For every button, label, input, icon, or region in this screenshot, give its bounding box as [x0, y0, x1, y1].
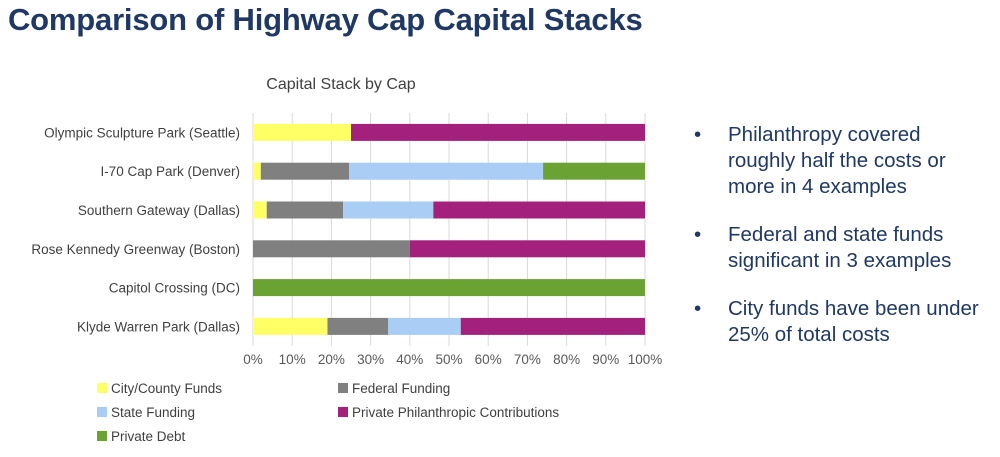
chart-legend: City/County Funds Federal Funding State Fu…: [97, 381, 559, 444]
chart-x-tick-labels: 0% 10% 20% 30% 40% 50% 60% 70% 80% 90% 100%: [243, 352, 662, 367]
legend-label: City/County Funds: [111, 381, 222, 396]
bullet-icon: •: [694, 297, 702, 320]
bullet-icon: •: [694, 123, 702, 146]
chart-title: Capital Stack by Cap: [266, 76, 416, 93]
category-label: Olympic Sculpture Park (Seattle): [44, 125, 240, 140]
category-label: Rose Kennedy Greenway (Boston): [31, 242, 240, 257]
finding-item: • Federal and state funds significant in …: [692, 222, 992, 274]
x-tick-label: 70%: [514, 352, 541, 367]
bar-segment: [543, 162, 645, 180]
finding-text: Federal and state funds significant in 3…: [728, 223, 952, 272]
x-tick-label: 80%: [553, 352, 580, 367]
bar-segment: [433, 201, 645, 219]
finding-item: • Philanthropy covered roughly half the c…: [692, 122, 992, 200]
bar-segment: [253, 162, 261, 180]
category-label: Capitol Crossing (DC): [109, 281, 240, 296]
bar-segment: [351, 123, 645, 141]
x-tick-label: 100%: [628, 352, 663, 367]
legend-swatch: [97, 431, 107, 441]
bar-segment: [253, 201, 267, 219]
category-label: Klyde Warren Park (Dallas): [77, 319, 240, 334]
legend-label: Private Debt: [111, 429, 186, 444]
stacked-bar-chart: Capital Stack by Cap Olympic Sculpture P…: [31, 76, 662, 444]
legend-swatch: [338, 383, 348, 393]
x-tick-label: 10%: [279, 352, 306, 367]
chart-gridlines: [252, 113, 646, 346]
chart-bars: [253, 123, 645, 335]
bar-segment: [253, 317, 328, 335]
bar-segment: [388, 317, 461, 335]
legend-label: Federal Funding: [352, 381, 450, 396]
finding-text: City funds have been under 25% of total …: [728, 297, 979, 346]
legend-swatch: [97, 407, 107, 417]
bar-segment: [253, 240, 410, 258]
legend-swatch: [338, 407, 348, 417]
key-findings-list: • Philanthropy covered roughly half the c…: [692, 122, 992, 370]
legend-label: State Funding: [111, 405, 195, 420]
bullet-icon: •: [694, 223, 702, 246]
x-tick-label: 30%: [357, 352, 384, 367]
bar-segment: [327, 317, 389, 335]
bar-segment: [409, 240, 645, 258]
x-tick-label: 0%: [243, 352, 263, 367]
x-tick-label: 20%: [318, 352, 345, 367]
x-tick-label: 50%: [435, 352, 462, 367]
bar-segment: [460, 317, 645, 335]
x-tick-label: 60%: [475, 352, 502, 367]
legend-swatch: [97, 383, 107, 393]
category-label: I-70 Cap Park (Denver): [100, 164, 240, 179]
x-tick-label: 40%: [396, 352, 423, 367]
bar-segment: [253, 123, 351, 141]
finding-item: • City funds have been under 25% of total…: [692, 296, 992, 348]
bar-segment: [253, 279, 645, 297]
legend-label: Private Philanthropic Contributions: [352, 405, 559, 420]
bar-segment: [266, 201, 344, 219]
finding-text: Philanthropy covered roughly half the co…: [728, 123, 946, 198]
x-tick-label: 90%: [592, 352, 619, 367]
category-label: Southern Gateway (Dallas): [78, 203, 240, 218]
bar-segment: [260, 162, 350, 180]
page-title: Comparison of Highway Cap Capital Stacks: [8, 2, 643, 37]
chart-category-labels: Olympic Sculpture Park (Seattle) I-70 Cap…: [31, 125, 240, 334]
bar-segment: [349, 162, 544, 180]
bar-segment: [343, 201, 434, 219]
